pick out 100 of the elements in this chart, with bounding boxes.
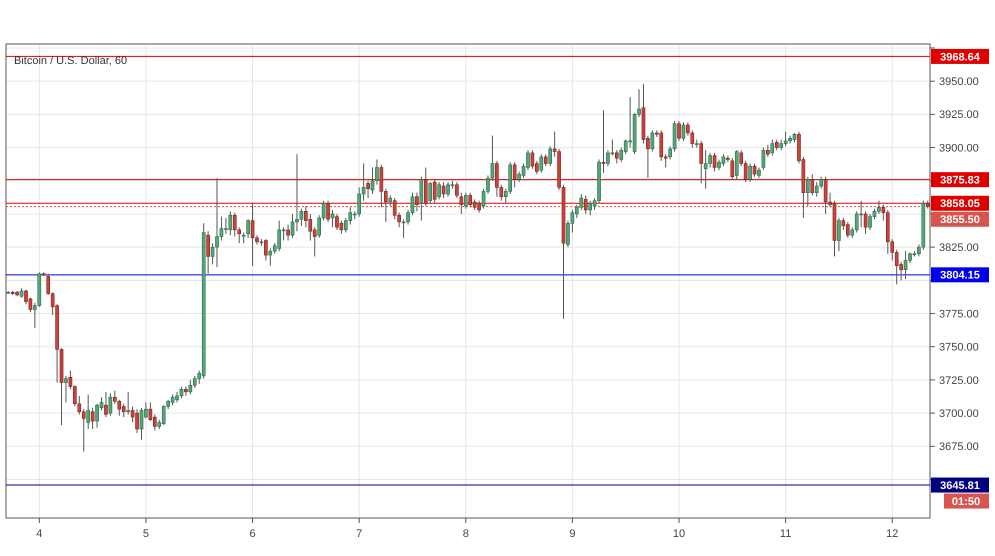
candlestick	[126, 391, 130, 415]
candlestick	[464, 192, 468, 210]
y-tick-label: 3700.00	[939, 408, 979, 420]
candlestick	[455, 182, 459, 199]
x-tick-label: 11	[780, 528, 792, 540]
candlestick	[122, 403, 126, 418]
candlestick	[20, 288, 24, 298]
y-tick-label: 3775.00	[939, 308, 979, 320]
y-tick-label: 3900.00	[939, 142, 979, 154]
x-tick-label: 7	[356, 528, 362, 540]
candlestick	[206, 230, 210, 274]
candlestick	[495, 160, 499, 198]
candlestick	[188, 379, 192, 396]
candlestick	[117, 399, 122, 416]
candlestick	[192, 375, 197, 388]
ref-line-label: 3855.50	[940, 214, 980, 226]
candlestick	[86, 394, 90, 430]
candlestick	[286, 224, 290, 242]
candlestick	[428, 182, 432, 204]
candlestick	[682, 122, 686, 142]
text: Bitcoin / U.S. Dollar, 60	[14, 55, 128, 67]
candlestick	[304, 205, 308, 228]
candlestick	[699, 140, 704, 184]
candlestick	[104, 391, 108, 418]
candlestick	[819, 176, 823, 190]
candlestick	[539, 154, 544, 174]
candlestick	[512, 162, 516, 188]
candlestick	[64, 375, 68, 403]
text: 01:50	[952, 496, 980, 508]
candlestick	[184, 386, 188, 396]
x-tick-label: 5	[142, 528, 149, 540]
candlestick	[232, 212, 237, 238]
candlestick	[90, 407, 94, 430]
candlestick	[748, 162, 752, 183]
candlestick	[530, 150, 534, 170]
candlestick	[615, 150, 619, 164]
candlestick	[246, 218, 250, 238]
x-tick-label: 9	[569, 528, 576, 540]
candlestick	[242, 232, 246, 244]
candlestick	[659, 130, 664, 162]
candlestick	[837, 217, 841, 252]
candlestick	[650, 130, 654, 152]
candlestick	[366, 180, 370, 199]
candlestick	[774, 139, 779, 151]
candlestick	[854, 210, 859, 234]
candlestick	[770, 139, 774, 156]
candlestick	[424, 166, 428, 206]
candlestick	[468, 192, 472, 208]
candlestick	[730, 158, 734, 180]
x-tick-label: 6	[249, 528, 256, 540]
candlestick	[442, 182, 446, 199]
candlestick	[477, 200, 481, 214]
candlestick	[810, 174, 814, 196]
candlestick	[415, 192, 419, 212]
candlestick	[544, 154, 548, 167]
candlestick	[584, 194, 588, 214]
candlestick	[757, 166, 761, 179]
candlestick	[864, 210, 868, 234]
candlestick	[734, 150, 739, 180]
ref-line-label: 3875.83	[940, 174, 980, 187]
candlestick	[308, 213, 312, 242]
candlestick	[814, 182, 819, 198]
candlestick	[264, 238, 268, 261]
candlestick	[432, 178, 436, 204]
candlestick	[708, 152, 712, 168]
candlestick	[330, 209, 334, 228]
candlestick	[806, 176, 810, 206]
y-tick-label: 3825.00	[939, 242, 979, 254]
candlestick	[602, 110, 606, 174]
candlestick	[762, 147, 766, 171]
ref-line-label: 3804.15	[940, 270, 980, 282]
ref-line-label: 3858.05	[940, 198, 980, 210]
candlestick	[392, 198, 397, 220]
candlestick	[752, 162, 756, 178]
candlestick	[548, 146, 552, 167]
x-tick-label: 8	[462, 528, 469, 540]
candlestick	[766, 144, 770, 158]
x-tick-label: 10	[672, 528, 686, 540]
candlestick	[277, 220, 282, 252]
x-tick-label: 12	[886, 528, 898, 540]
candlestick	[677, 120, 681, 142]
y-tick-label: 3725.00	[939, 374, 979, 387]
y-tick-label: 3925.00	[939, 109, 979, 122]
candlestick	[326, 200, 330, 222]
candlestick	[108, 392, 112, 416]
y-tick-label: 3750.00	[939, 342, 979, 354]
y-tick-label: 3675.00	[939, 441, 979, 454]
candlestick	[388, 194, 392, 206]
candlestick	[380, 164, 384, 208]
candlestick	[460, 192, 464, 214]
ref-line-label: 3968.64	[940, 51, 981, 64]
candlestick	[162, 404, 166, 426]
candlestick	[437, 182, 441, 200]
ref-line-label: 3645.81	[940, 480, 980, 492]
candlestick	[859, 200, 863, 228]
candlestick	[420, 176, 424, 222]
x-tick-label: 4	[36, 528, 42, 540]
candlestick	[579, 194, 584, 210]
candlestick	[712, 152, 716, 172]
y-tick-label: 3950.00	[939, 76, 979, 88]
